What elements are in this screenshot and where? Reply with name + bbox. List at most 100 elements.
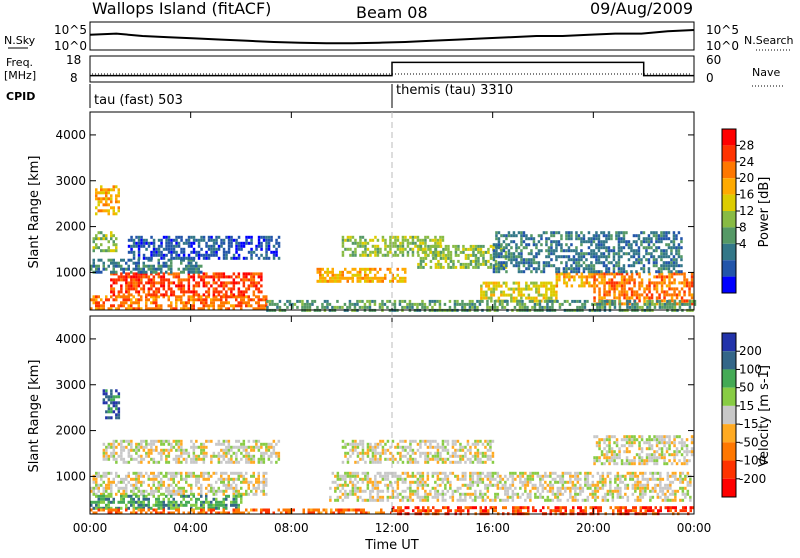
echo-cell	[105, 268, 108, 271]
echo-cell	[506, 303, 509, 306]
echo-cell	[565, 270, 568, 273]
echo-cell	[457, 490, 460, 493]
echo-cell	[680, 246, 683, 249]
echo-cell	[482, 493, 485, 496]
echo-cell	[158, 251, 161, 254]
echo-cell	[225, 490, 228, 493]
echo-cell	[434, 242, 437, 245]
echo-cell	[195, 478, 198, 481]
echo-cell	[608, 246, 611, 249]
echo-cell	[652, 475, 655, 478]
echo-cell	[689, 499, 692, 502]
echo-cell	[562, 481, 565, 484]
echo-cell	[100, 188, 103, 191]
echo-cell	[253, 251, 256, 254]
echo-cell	[230, 239, 233, 242]
echo-cell	[646, 306, 649, 309]
echo-cell	[337, 484, 340, 487]
echo-cell	[220, 501, 223, 504]
echo-cell	[609, 481, 612, 484]
echo-cell	[329, 499, 332, 502]
echo-cell	[155, 498, 158, 501]
echo-cell	[624, 484, 627, 487]
echo-cell	[359, 242, 362, 245]
echo-cell	[452, 263, 455, 266]
echo-cell	[180, 504, 183, 507]
echo-cell	[689, 478, 692, 481]
echo-cell	[525, 285, 528, 288]
echo-cell	[150, 242, 153, 245]
echo-cell	[530, 288, 533, 291]
echo-cell	[337, 499, 340, 502]
echo-cell	[148, 281, 151, 284]
echo-cell	[550, 240, 553, 243]
echo-cell	[485, 285, 488, 288]
echo-cell	[258, 446, 261, 449]
echo-cell	[575, 270, 578, 273]
echo-cell	[113, 395, 116, 398]
echo-cell	[135, 298, 138, 301]
echo-cell	[334, 274, 337, 277]
echo-cell	[271, 300, 274, 303]
echo-cell	[143, 458, 146, 461]
echo-cell	[160, 449, 163, 452]
echo-cell	[556, 284, 559, 287]
echo-cell	[570, 264, 573, 267]
echo-cell	[115, 246, 118, 249]
echo-cell	[605, 240, 608, 243]
echo-cell	[486, 306, 489, 309]
echo-cell	[516, 300, 519, 303]
echo-cell	[574, 472, 577, 475]
echo-cell	[626, 306, 629, 309]
echo-cell	[563, 281, 566, 284]
echo-cell	[599, 306, 602, 309]
echo-cell	[243, 481, 246, 484]
echo-cell	[183, 487, 186, 490]
echo-cell	[442, 472, 445, 475]
echo-cell	[623, 246, 626, 249]
echo-cell	[235, 498, 238, 501]
echo-cell	[464, 303, 467, 306]
echo-cell	[240, 242, 243, 245]
echo-cell	[339, 478, 342, 481]
echo-cell	[604, 496, 607, 499]
echo-cell	[130, 449, 133, 452]
echo-cell	[105, 234, 108, 237]
echo-cell	[467, 487, 470, 490]
echo-cell	[602, 484, 605, 487]
echo-cell	[248, 278, 251, 281]
echo-cell	[160, 440, 163, 443]
echo-cell	[529, 300, 532, 303]
echo-cell	[364, 277, 367, 280]
echo-cell	[301, 306, 304, 309]
echo-cell	[188, 268, 191, 271]
echo-cell	[679, 487, 682, 490]
echo-cell	[394, 303, 397, 306]
echo-cell	[417, 248, 420, 251]
echo-cell	[654, 472, 657, 475]
echo-cell	[208, 472, 211, 475]
echo-cell	[482, 478, 485, 481]
echo-cell	[255, 478, 258, 481]
echo-cell	[437, 493, 440, 496]
echo-cell	[377, 254, 380, 257]
echo-cell	[180, 281, 183, 284]
echo-cell	[319, 280, 322, 283]
echo-cell	[518, 294, 521, 297]
echo-cell	[265, 452, 268, 455]
echo-cell	[263, 481, 266, 484]
echo-cell	[681, 281, 684, 284]
echo-cell	[203, 301, 206, 304]
echo-cell	[160, 254, 163, 257]
echo-cell	[517, 493, 520, 496]
echo-cell	[439, 484, 442, 487]
echo-cell	[477, 481, 480, 484]
echo-cell	[108, 446, 111, 449]
echo-cell	[210, 251, 213, 254]
echo-cell	[675, 261, 678, 264]
echo-cell	[640, 231, 643, 234]
echo-cell	[133, 275, 136, 278]
echo-cell	[173, 245, 176, 248]
echo-cell	[270, 455, 273, 458]
echo-cell	[205, 254, 208, 257]
